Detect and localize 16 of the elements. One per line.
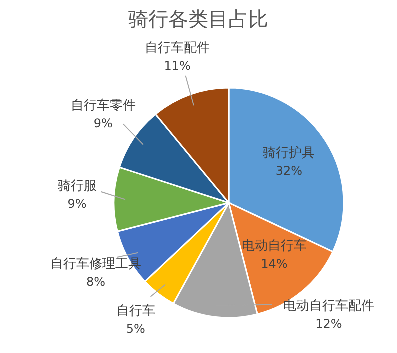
- slice-label: 电动自行车: [242, 238, 307, 254]
- data-label: 5%: [126, 322, 146, 336]
- data-label: 8%: [86, 275, 106, 290]
- slice-label: 自行车零件: [70, 98, 136, 114]
- data-label: 9%: [94, 116, 113, 131]
- chart-title: 骑行各类目占比: [128, 6, 270, 33]
- slice-label: 自行车配件: [145, 41, 210, 56]
- slice-label: 电动自行车配件: [284, 299, 374, 314]
- data-label: 12%: [316, 317, 342, 331]
- slice-label: 骑行护具: [263, 146, 316, 161]
- data-label: 9%: [68, 197, 87, 212]
- data-label: 14%: [261, 256, 288, 271]
- slice-label: 骑行服: [58, 179, 97, 194]
- data-label: 11%: [164, 59, 191, 74]
- data-label: 32%: [276, 164, 303, 178]
- slice-label: 自行车: [116, 304, 156, 319]
